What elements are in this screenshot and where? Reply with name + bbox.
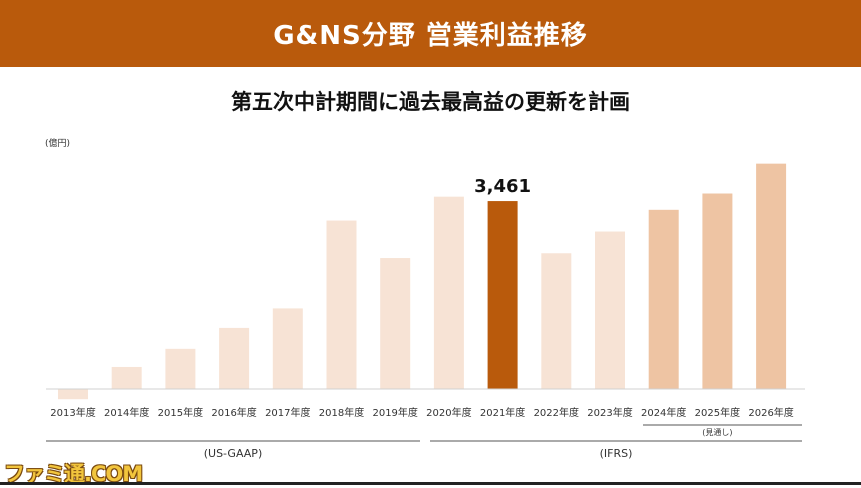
x-tick-label: 2016年度 [211,406,256,419]
page-title: G&NS分野 営業利益推移 [273,21,588,51]
group-label: (US-GAAP) [204,447,263,460]
bar-2025年度 [702,193,733,389]
x-tick-label: 2022年度 [534,406,579,419]
x-tick-label: 2020年度 [426,406,471,419]
forecast-note: (見通し) [702,427,732,437]
x-tick-label: 2023年度 [587,406,632,419]
bottom-frame-line [0,482,861,485]
x-tick-label: 2018年度 [319,406,364,419]
y-unit-label: (億円) [45,139,71,149]
group-label: (IFRS) [600,447,633,460]
x-tick-label: 2025年度 [695,406,740,419]
bar-2021年度 [487,201,518,389]
x-tick-label: 2013年度 [50,406,95,419]
x-tick-label: 2015年度 [158,406,203,419]
bar-2014年度 [111,366,142,389]
x-tick-label: 2014年度 [104,406,149,419]
bar-2022年度 [541,253,572,389]
bar-2026年度 [756,163,787,389]
x-tick-label: 2021年度 [480,406,525,419]
header-banner: G&NS分野 営業利益推移 [0,0,861,67]
bar-2018年度 [326,220,357,389]
x-tick-label: 2017年度 [265,406,310,419]
x-tick-label: 2026年度 [748,406,793,419]
bar-2023年度 [595,231,625,389]
highlight-data-label: 3,461 [474,176,531,197]
chart-subtitle: 第五次中計期間に過去最高益の更新を計画 [231,90,630,114]
bar-2017年度 [272,308,303,389]
x-tick-label: 2024年度 [641,406,686,419]
bar-2024年度 [648,209,679,389]
bar-2020年度 [433,196,464,389]
bar-2019年度 [380,258,411,389]
bar-2016年度 [219,327,250,389]
x-tick-label: 2019年度 [372,406,417,419]
bar-2013年度 [58,389,88,400]
bar-2015年度 [165,348,196,389]
